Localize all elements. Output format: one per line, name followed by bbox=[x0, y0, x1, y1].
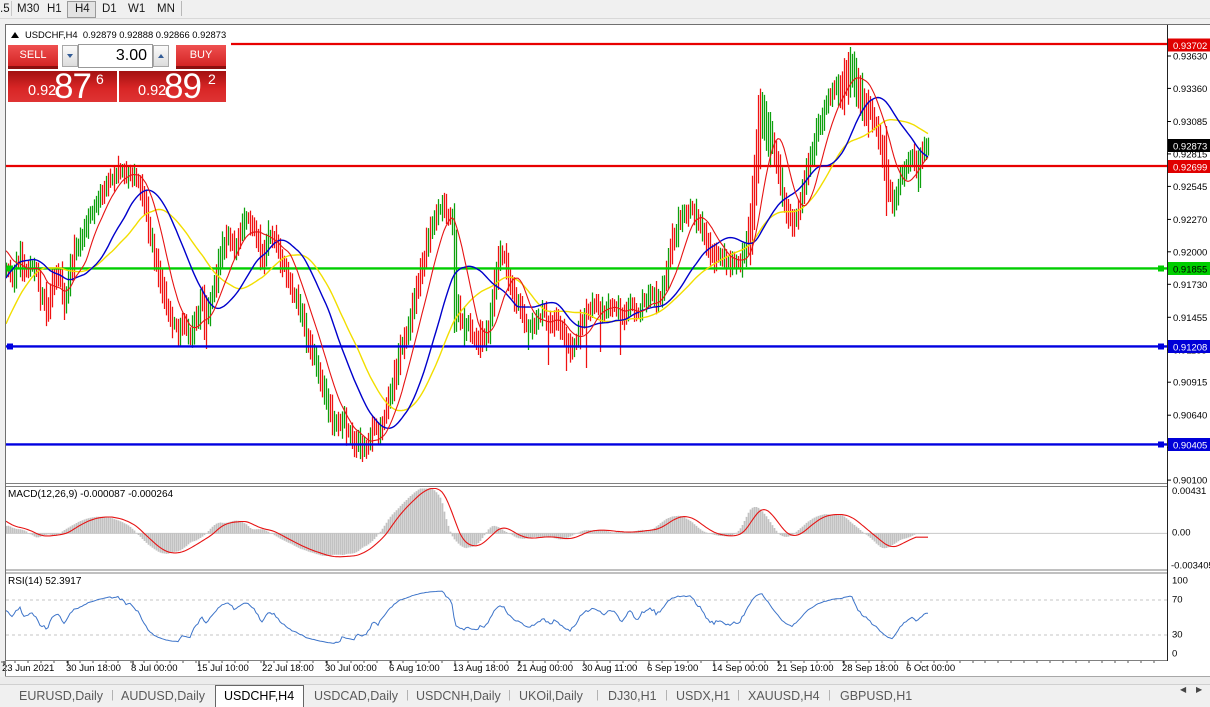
svg-text:21 Sep 10:00: 21 Sep 10:00 bbox=[777, 663, 834, 674]
svg-text:0.92000: 0.92000 bbox=[1173, 247, 1207, 258]
svg-text:13 Aug 18:00: 13 Aug 18:00 bbox=[453, 663, 509, 674]
svg-text:0.90405: 0.90405 bbox=[1173, 440, 1207, 451]
svg-text:30 Jul 00:00: 30 Jul 00:00 bbox=[325, 663, 377, 674]
svg-text:0.91455: 0.91455 bbox=[1173, 313, 1207, 324]
svg-text:70: 70 bbox=[1172, 595, 1183, 606]
svg-text:30 Jun 18:00: 30 Jun 18:00 bbox=[66, 663, 121, 674]
svg-text:14 Sep 00:00: 14 Sep 00:00 bbox=[712, 663, 769, 674]
svg-text:30: 30 bbox=[1172, 630, 1183, 641]
svg-text:6 Sep 19:00: 6 Sep 19:00 bbox=[647, 663, 698, 674]
svg-text:0.90640: 0.90640 bbox=[1173, 411, 1207, 422]
svg-text:30 Aug 11:00: 30 Aug 11:00 bbox=[582, 663, 637, 674]
svg-text:0.00431: 0.00431 bbox=[1172, 486, 1206, 497]
svg-text:0.92270: 0.92270 bbox=[1173, 215, 1207, 226]
svg-text:0.00: 0.00 bbox=[1172, 528, 1191, 539]
svg-text:0.90100: 0.90100 bbox=[1173, 476, 1207, 487]
svg-text:0.93085: 0.93085 bbox=[1173, 117, 1207, 128]
svg-text:RSI(14) 52.3917: RSI(14) 52.3917 bbox=[8, 576, 82, 587]
svg-text:21 Aug 00:00: 21 Aug 00:00 bbox=[517, 663, 573, 674]
svg-text:-0.003405: -0.003405 bbox=[1171, 561, 1210, 572]
svg-text:6 Oct 00:00: 6 Oct 00:00 bbox=[906, 663, 955, 674]
svg-text:MACD(12,26,9) -0.000087 -0.000: MACD(12,26,9) -0.000087 -0.000264 bbox=[8, 489, 174, 500]
svg-text:0.91855: 0.91855 bbox=[1173, 264, 1207, 275]
svg-text:0.92815: 0.92815 bbox=[1173, 149, 1207, 160]
svg-text:0.92699: 0.92699 bbox=[1173, 162, 1207, 173]
svg-text:0.93360: 0.93360 bbox=[1173, 84, 1207, 95]
svg-text:0.93630: 0.93630 bbox=[1173, 52, 1207, 63]
svg-text:15 Jul 10:00: 15 Jul 10:00 bbox=[197, 663, 249, 674]
svg-text:6 Aug 10:00: 6 Aug 10:00 bbox=[389, 663, 440, 674]
svg-text:0.91208: 0.91208 bbox=[1173, 342, 1207, 353]
svg-text:22 Jul 18:00: 22 Jul 18:00 bbox=[262, 663, 314, 674]
svg-text:0.90915: 0.90915 bbox=[1173, 378, 1207, 389]
svg-text:28 Sep 18:00: 28 Sep 18:00 bbox=[842, 663, 899, 674]
svg-text:100: 100 bbox=[1172, 576, 1188, 587]
svg-text:0.93702: 0.93702 bbox=[1173, 41, 1207, 52]
svg-text:0: 0 bbox=[1172, 649, 1177, 660]
svg-text:0.92873: 0.92873 bbox=[1173, 141, 1207, 152]
svg-text:0.92545: 0.92545 bbox=[1173, 182, 1207, 193]
svg-text:23 Jun 2021: 23 Jun 2021 bbox=[2, 663, 54, 674]
svg-text:8 Jul 00:00: 8 Jul 00:00 bbox=[131, 663, 177, 674]
svg-text:0.91730: 0.91730 bbox=[1173, 280, 1207, 291]
